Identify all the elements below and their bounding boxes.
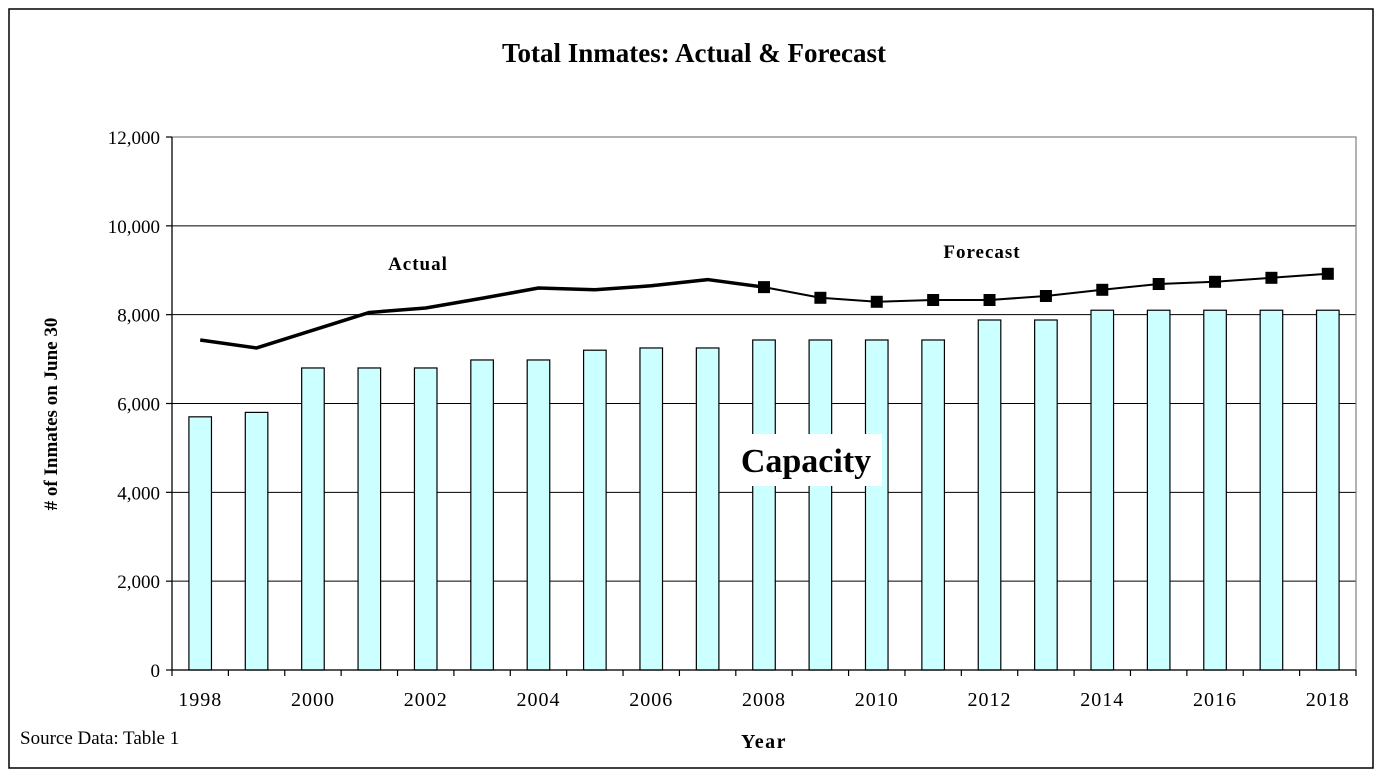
capacity-bar <box>1146 309 1171 671</box>
y-tick-labels: 0 2,000 4,000 6,000 8,000 10,000 12,000 <box>108 128 160 682</box>
capacity-bar <box>301 367 325 671</box>
y-axis-label: # of Inmates on June 30 <box>41 318 62 511</box>
series-label-capacity: Capacity <box>741 443 871 480</box>
capacity-bar <box>1034 319 1058 671</box>
capacity-bar <box>357 367 382 671</box>
capacity-bar <box>695 347 720 671</box>
series-label-forecast: Forecast <box>943 242 1020 263</box>
capacity-bar <box>188 416 213 671</box>
forecast-marker <box>1096 283 1109 296</box>
forecast-marker <box>814 291 827 304</box>
x-tick-label: 2004 <box>516 689 560 711</box>
capacity-bar <box>1259 309 1284 671</box>
x-tick-label: 2006 <box>629 689 673 711</box>
x-tick-label: 2018 <box>1306 689 1350 711</box>
y-tick-label: 0 <box>151 661 161 682</box>
x-tick-label: 2002 <box>404 689 448 711</box>
x-axis-label: Year <box>741 731 787 753</box>
forecast-line <box>758 267 1334 308</box>
capacity-bar <box>1315 309 1340 671</box>
capacity-bar <box>244 411 269 671</box>
forecast-marker <box>1209 275 1222 288</box>
capacity-bar <box>526 359 551 671</box>
y-tick-label: 8,000 <box>117 306 160 327</box>
forecast-marker <box>983 294 996 307</box>
series-label-actual: Actual <box>388 254 448 275</box>
capacity-bar <box>752 339 776 671</box>
forecast-marker <box>1321 267 1334 280</box>
capacity-bar <box>582 349 607 671</box>
forecast-marker <box>870 295 883 308</box>
capacity-bar <box>470 359 494 671</box>
actual-line <box>199 277 765 350</box>
axes <box>166 136 1357 676</box>
forecast-marker <box>1265 271 1278 284</box>
x-tick-label: 2016 <box>1193 689 1237 711</box>
capacity-bar <box>864 339 889 671</box>
y-tick-label: 2,000 <box>117 572 160 593</box>
capacity-label-box <box>736 434 882 486</box>
actual-series-line <box>199 277 765 350</box>
source-note: Source Data: Table 1 <box>20 728 179 749</box>
x-tick-label: 1998 <box>178 689 222 711</box>
x-tick-label: 2008 <box>742 689 786 711</box>
chart-title: Total Inmates: Actual & Forecast <box>502 38 886 68</box>
capacity-bar <box>1203 309 1227 671</box>
capacity-bar <box>639 347 664 671</box>
x-tick-label: 2014 <box>1080 689 1124 711</box>
capacity-bar <box>1090 309 1115 671</box>
forecast-marker <box>1039 290 1052 303</box>
capacity-bars <box>188 309 1340 671</box>
x-tick-label: 2000 <box>291 689 335 711</box>
capacity-bar <box>413 367 438 671</box>
y-tick-label: 12,000 <box>108 128 160 149</box>
capacity-bar <box>921 339 946 671</box>
y-tick-label: 10,000 <box>108 217 160 238</box>
chart-border <box>8 8 1374 769</box>
x-tick-label: 2010 <box>855 689 899 711</box>
forecast-marker <box>1152 278 1165 291</box>
forecast-marker <box>927 294 940 307</box>
forecast-marker <box>758 281 770 294</box>
y-tick-label: 6,000 <box>117 395 160 416</box>
capacity-bar <box>808 339 833 671</box>
capacity-bar <box>977 319 1002 671</box>
x-tick-labels: 1998 2000 2002 2004 2006 2008 2010 2012 2014 2016… <box>178 689 1350 711</box>
x-tick-label: 2012 <box>968 689 1012 711</box>
y-tick-label: 4,000 <box>117 483 160 504</box>
